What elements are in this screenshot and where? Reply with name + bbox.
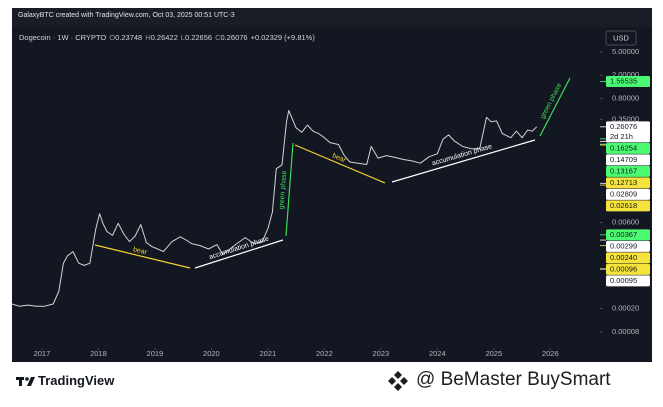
ohlc-item: H0.26422 [145, 33, 178, 42]
y-tick-label: 5.00000 [612, 47, 639, 56]
y-tick-label: 0.35000 [612, 114, 639, 123]
x-tick-label: 2018 [90, 349, 107, 358]
x-tick-label: 2021 [260, 349, 277, 358]
price-label-box [606, 154, 650, 166]
price-label: 0.00095 [610, 276, 637, 285]
plot-area [12, 109, 538, 307]
price-label-box [606, 252, 650, 264]
annotation-line [285, 142, 294, 237]
price-label: 0.00240 [610, 253, 637, 262]
annotation-line [294, 144, 386, 184]
ohlc-key: C [215, 33, 221, 42]
ohlc-value: 0.26422 [150, 33, 178, 42]
price-label-box [606, 275, 650, 287]
price-label-box [606, 75, 650, 87]
price-label: 0.00096 [610, 265, 637, 274]
x-tick-label: 2019 [147, 349, 164, 358]
legend: Dogecoin · 1W · CRYPTO O0.23748 H0.26422 L0… [19, 33, 318, 42]
price-label: 0.14709 [610, 155, 637, 164]
annotation-line [391, 139, 536, 183]
y-tick-label: 0.00600 [612, 217, 639, 226]
price-label: 0.02618 [610, 201, 637, 210]
y-tick-label: 0.00020 [612, 304, 639, 313]
ohlc-item: L0.22656 [181, 33, 212, 42]
x-tick-label: 2023 [372, 349, 389, 358]
annotation-text: bear [132, 246, 148, 256]
tradingview-logo [16, 377, 35, 386]
countdown: 2d 21h [610, 132, 633, 141]
x-tick-label: 2025 [485, 349, 502, 358]
ohlc-item: O0.23748 [109, 33, 142, 42]
price-label: 0.13167 [610, 167, 637, 176]
ohlc-value: 0.26076 [220, 33, 248, 42]
symbol-title: Dogecoin · 1W · CRYPTO [19, 33, 107, 42]
y-tick-label: 0.80000 [612, 93, 639, 102]
price-label: 0.00367 [610, 230, 637, 239]
x-tick-label: 2024 [429, 349, 446, 358]
price-line [12, 109, 538, 307]
price-label-box [606, 188, 650, 200]
x-tick-label: 2022 [316, 349, 333, 358]
ohlc-value: 0.22656 [184, 33, 213, 42]
x-tick-label: 2026 [542, 349, 559, 358]
change: +0.02329 (+9.81%) [250, 33, 315, 42]
price-label: 0.26076 [610, 122, 637, 131]
x-tick-label: 2017 [34, 349, 51, 358]
chart-panel [12, 8, 652, 362]
currency: USD [613, 33, 629, 42]
price-label-box [606, 142, 650, 154]
price-label: 0.02809 [610, 190, 637, 199]
price-label-box [606, 229, 650, 241]
credit: GalaxyBTC created with TradingView.com, … [18, 12, 235, 19]
ohlc-key: L [180, 33, 185, 42]
currency-box [605, 30, 637, 46]
annotation-line [539, 77, 571, 137]
ohlc-key: O [109, 33, 116, 42]
price-axis: 2017 2018 2019 2020 2021 2022 2023 2024 2025 2026… [34, 47, 650, 358]
annotation-line [194, 239, 284, 269]
y-tick-label: 2.00000 [612, 70, 639, 79]
ohlc-key: H [145, 33, 151, 42]
price-label: 1.56535 [610, 77, 637, 86]
y-tick-label: 0.00008 [612, 327, 639, 336]
watermark: @ BeMaster BuySmart [416, 369, 611, 390]
price-label-box [606, 177, 650, 189]
price-label: 0.12713 [610, 178, 637, 187]
price-label-box [606, 200, 650, 212]
annotation-line [94, 244, 191, 269]
ohlc-item: C0.26076 [215, 33, 248, 42]
price-label-box [606, 240, 650, 252]
price-label-box [606, 121, 650, 143]
price-label-box [606, 165, 650, 177]
ohlc-value: 0.23748 [115, 33, 143, 42]
x-tick-label: 2020 [203, 349, 220, 358]
annotation-text: green phase [278, 170, 288, 209]
watermark-icon [388, 371, 408, 391]
price-label: 0.00299 [610, 242, 637, 251]
brand: TradingView [38, 373, 115, 388]
price-label: 0.16254 [610, 144, 637, 153]
price-label-box [606, 263, 650, 275]
header-bar [12, 8, 652, 27]
